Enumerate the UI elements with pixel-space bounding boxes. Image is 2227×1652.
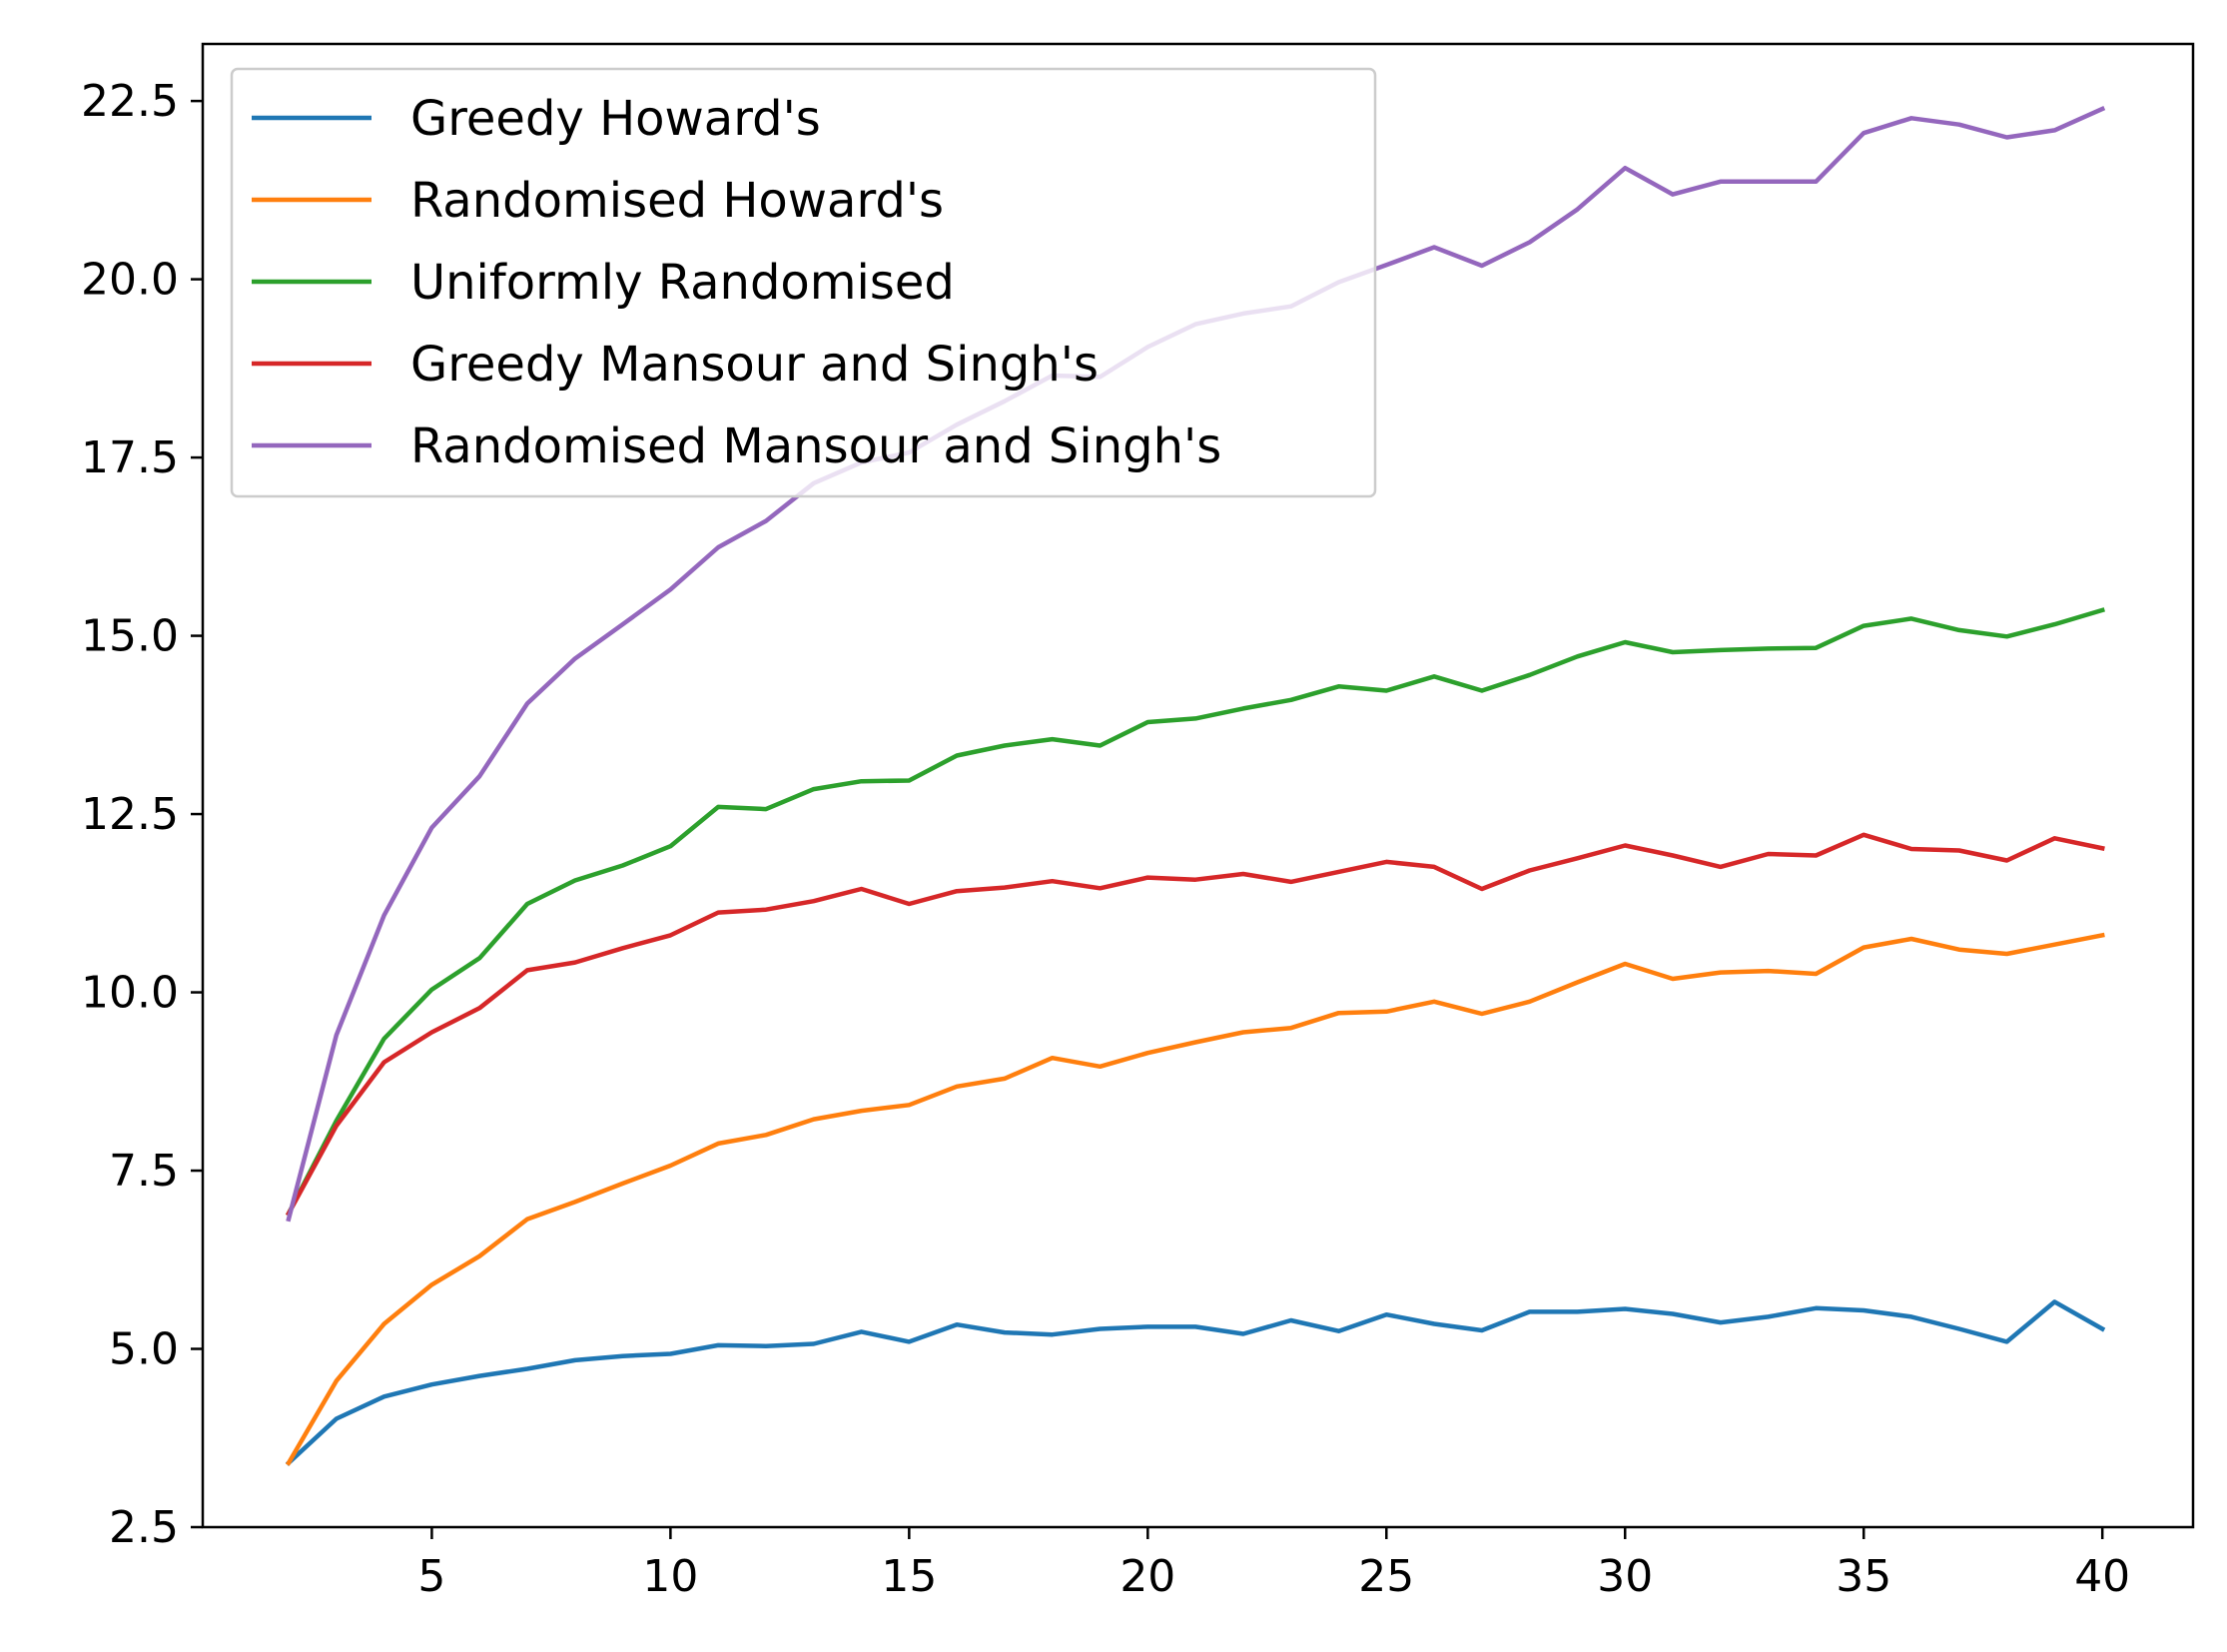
legend-entry-label: Randomised Mansour and Singh's: [410, 418, 1221, 474]
x-tick-label: 15: [881, 1551, 937, 1602]
series-layer: [285, 106, 2106, 1466]
y-tick-label: 20.0: [81, 255, 179, 306]
y-axis: 2.5 5.0 7.5 10.0 12.5 15.0 17.5 20.0 22.5: [81, 76, 203, 1553]
x-tick-label: 25: [1358, 1551, 1414, 1602]
x-tick-label: 30: [1597, 1551, 1653, 1602]
legend: Greedy Howard's Randomised Howard's Unifor…: [230, 67, 1377, 498]
legend-entry-label: Greedy Mansour and Singh's: [410, 337, 1099, 393]
legend-entry-label: Randomised Howard's: [410, 173, 944, 229]
series-line-2: [285, 932, 2105, 1466]
y-tick-label: 10.0: [81, 968, 179, 1019]
y-tick-label: 12.5: [81, 789, 179, 840]
y-tick-label: 17.5: [81, 432, 179, 483]
legend-box: [230, 67, 1377, 498]
x-tick-label: 20: [1119, 1551, 1175, 1602]
plot-frame: [201, 42, 2195, 1529]
x-axis: 5 10 15 20 25 30 35 40: [417, 1527, 2130, 1602]
y-tick-label: 15.0: [81, 611, 179, 662]
series-line-4: [285, 832, 2105, 1217]
legend-entry-label: Greedy Howard's: [410, 91, 821, 147]
series-line-1: [285, 1299, 2106, 1466]
y-tick-label: 22.5: [81, 76, 179, 127]
y-tick-label: 7.5: [109, 1146, 179, 1197]
y-tick-label: 5.0: [109, 1324, 179, 1375]
x-tick-label: 10: [642, 1551, 698, 1602]
x-tick-label: 40: [2074, 1551, 2130, 1602]
x-tick-label: 5: [417, 1551, 445, 1602]
legend-entry-label: Uniformly Randomised: [410, 255, 955, 311]
series-line-3: [285, 607, 2105, 1217]
x-tick-label: 35: [1836, 1551, 1891, 1602]
y-tick-label: 2.5: [109, 1502, 179, 1553]
